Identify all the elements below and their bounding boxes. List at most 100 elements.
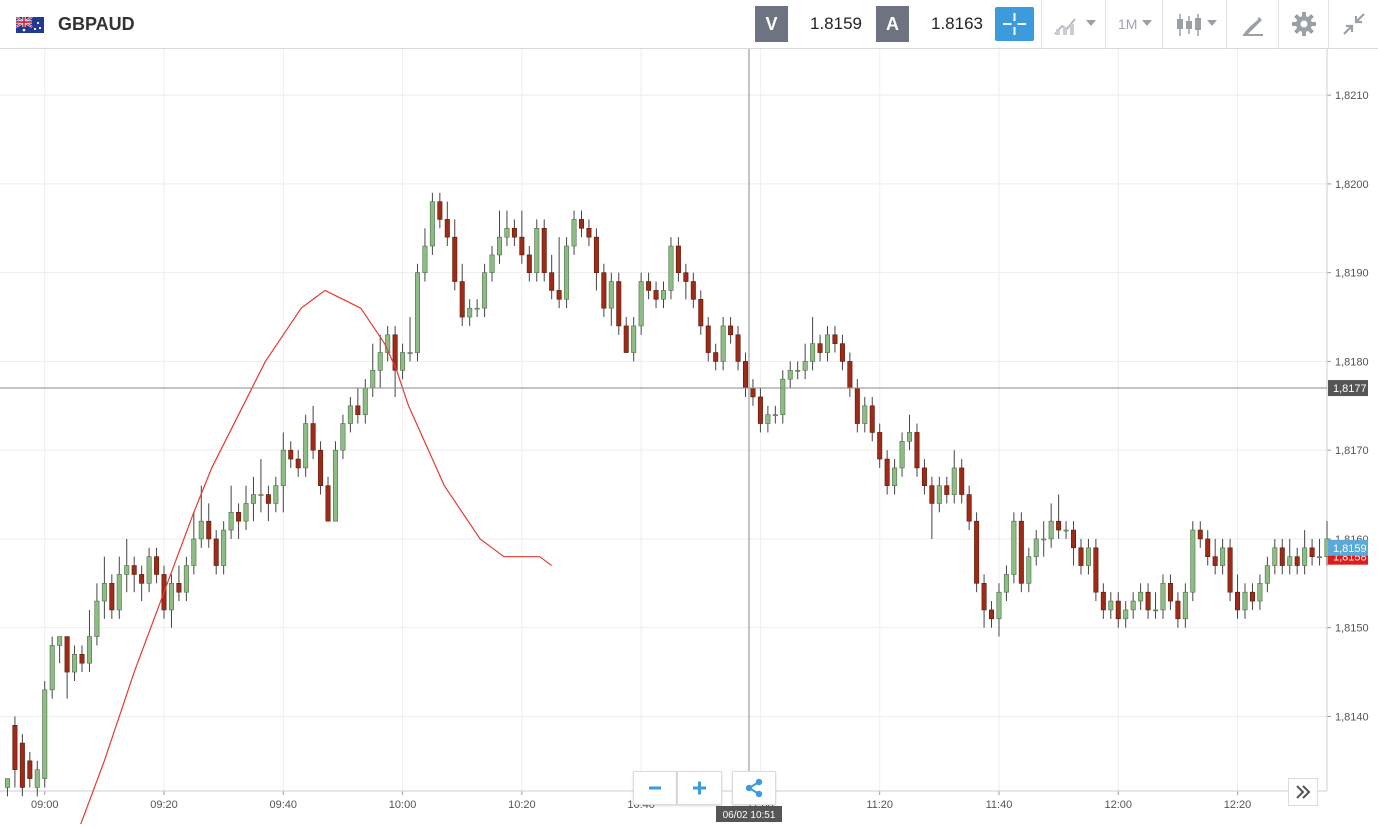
x-tick-label: 12:00	[1104, 799, 1132, 811]
candle-body	[310, 423, 316, 451]
candle-body	[422, 245, 428, 273]
y-tick-label: 1,8170	[1335, 445, 1369, 457]
candle-body	[124, 565, 130, 575]
candle-body	[49, 645, 55, 691]
candle-body	[750, 387, 756, 398]
candle-body	[1220, 547, 1226, 566]
y-tick-label: 1,8140	[1335, 711, 1369, 723]
line-chart-icon	[1054, 18, 1076, 35]
candle-body	[295, 458, 301, 469]
candle-body	[1011, 520, 1017, 575]
candle-body	[564, 245, 570, 300]
candle-body	[810, 343, 816, 362]
crosshair-button[interactable]	[995, 7, 1034, 41]
candle-body	[228, 512, 234, 531]
candle-body	[914, 432, 920, 469]
candle-body	[191, 538, 197, 566]
candle-body	[265, 494, 271, 504]
sell-label[interactable]: V	[755, 6, 788, 42]
candle-body	[728, 325, 734, 336]
buy-price[interactable]: 1.8163	[931, 14, 983, 33]
zoom-out-button[interactable]	[633, 771, 677, 805]
candle-body	[1190, 529, 1196, 593]
candle-body	[34, 769, 40, 788]
y-tick-label: 1,8150	[1335, 623, 1369, 635]
candle-body	[86, 636, 92, 664]
candle-body	[623, 325, 629, 353]
candle-body	[213, 538, 219, 566]
candle-body	[474, 307, 480, 310]
candle-body	[1056, 520, 1062, 531]
candlestick-chart[interactable]: 1,81401,81501,81601,81701,81801,81901,82…	[0, 49, 1378, 829]
y-tick-label: 1,8210	[1335, 90, 1369, 102]
moving-average-line	[78, 289, 553, 829]
x-tick-label: 09:00	[31, 799, 59, 811]
candle-body	[377, 352, 383, 371]
collapse-arrows-icon	[1343, 13, 1365, 35]
timeframe-button[interactable]: 1M	[1105, 0, 1162, 49]
double-chevron-right-icon	[1296, 785, 1311, 799]
candle-body	[139, 574, 145, 584]
candle-body	[1264, 565, 1270, 584]
candle-body	[1041, 538, 1047, 541]
candle-body	[332, 449, 338, 522]
chart-area[interactable]: 1,81401,81501,81601,81701,81801,81901,82…	[0, 49, 1378, 829]
y-tick-label: 1,8200	[1335, 179, 1369, 191]
collapse-button[interactable]	[1328, 0, 1378, 49]
candle-body	[765, 414, 771, 424]
candle-body	[467, 307, 473, 318]
candle-body	[526, 254, 532, 273]
candle-body	[772, 414, 778, 416]
crosshair-time-tag: 06/02 10:51	[723, 810, 776, 821]
candle-body	[72, 654, 78, 673]
share-icon	[745, 778, 763, 798]
drawing-pencil-icon	[1243, 17, 1263, 36]
candle-body	[1123, 609, 1129, 620]
candle-body	[1138, 591, 1144, 602]
candle-body	[1235, 591, 1241, 611]
chart-type-button[interactable]	[1041, 0, 1105, 49]
candle-body	[131, 565, 137, 575]
drawing-tools-button[interactable]	[1226, 0, 1278, 49]
buy-label[interactable]: A	[876, 6, 909, 42]
candle-body	[1272, 547, 1278, 566]
candle-style-button[interactable]	[1162, 0, 1226, 49]
candle-body	[892, 467, 898, 486]
candle-body	[795, 369, 801, 372]
candle-body	[154, 556, 160, 575]
candle-body	[1018, 520, 1024, 584]
crosshair-time-tag-bg	[716, 806, 782, 822]
candle-body	[12, 725, 18, 770]
candle-body	[273, 485, 279, 504]
candle-body	[1294, 556, 1300, 566]
scroll-to-latest-button[interactable]	[1288, 778, 1318, 806]
candle-body	[303, 423, 309, 469]
candle-body	[1115, 600, 1121, 620]
candle-body	[1249, 591, 1255, 602]
bid-price-tag: 1,8159	[1333, 543, 1367, 555]
minus-icon	[649, 786, 661, 790]
candle-body	[444, 219, 450, 238]
x-tick-label: 10:20	[508, 799, 536, 811]
candle-body	[653, 290, 659, 300]
zoom-in-button[interactable]	[677, 771, 722, 805]
candle-body	[414, 272, 420, 353]
candle-body	[869, 405, 875, 433]
chevron-down-icon	[1142, 20, 1152, 26]
candle-body	[496, 236, 502, 256]
candle-body	[1212, 556, 1218, 566]
candle-body	[400, 352, 406, 371]
sell-price[interactable]: 1.8159	[810, 14, 862, 33]
x-tick-label: 12:20	[1224, 799, 1252, 811]
candle-body	[705, 325, 711, 353]
candle-body	[601, 272, 607, 309]
candle-body	[347, 405, 353, 424]
candle-body	[362, 387, 368, 415]
share-button[interactable]	[732, 771, 776, 805]
candle-body	[42, 689, 48, 779]
settings-button[interactable]	[1278, 0, 1328, 49]
x-tick-label: 10:00	[389, 799, 417, 811]
candle-body	[1026, 556, 1032, 584]
candle-body	[571, 219, 577, 247]
candle-body	[974, 520, 980, 584]
